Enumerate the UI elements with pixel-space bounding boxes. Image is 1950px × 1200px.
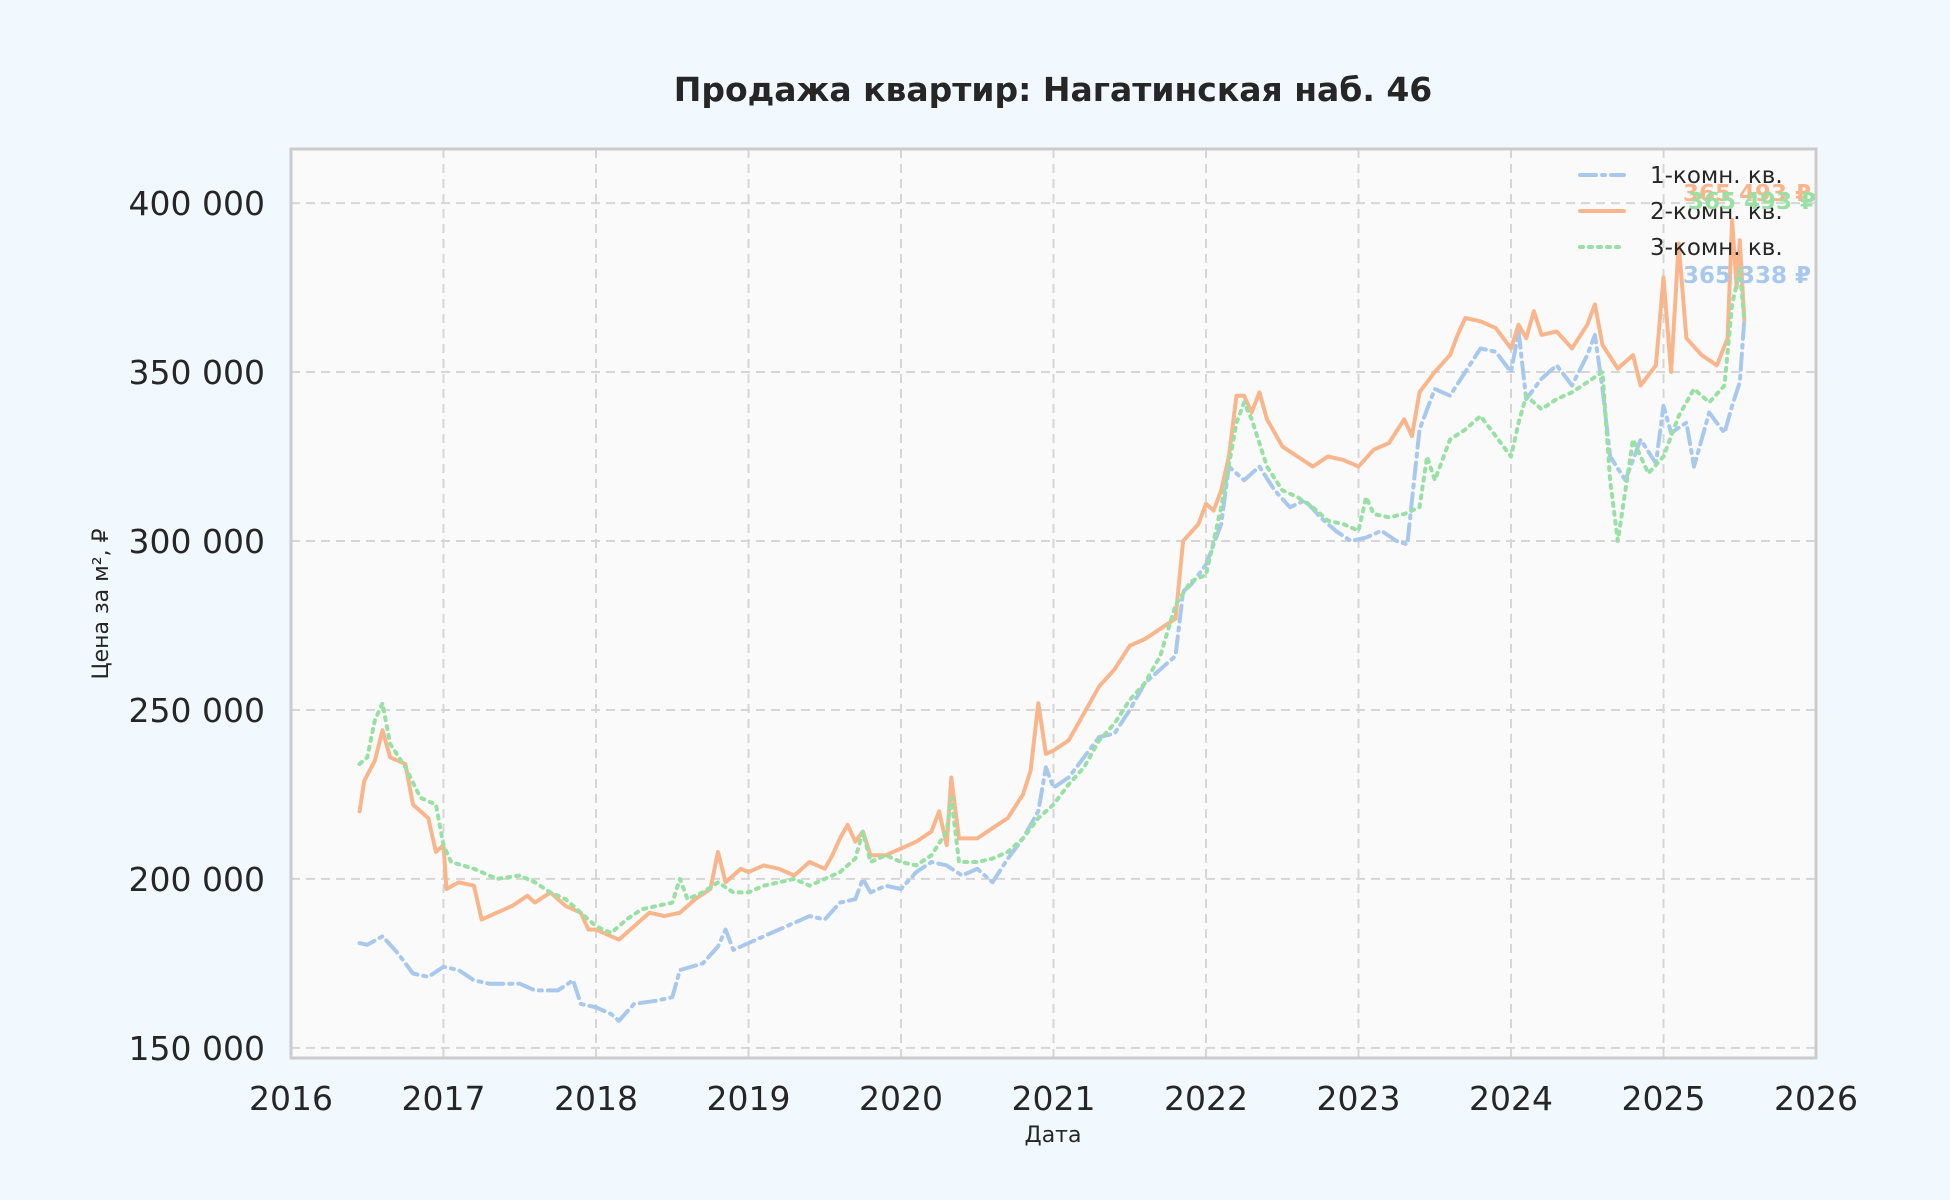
end-value-label: 365 493 ₽ — [1683, 181, 1811, 207]
legend: 1-комн. кв. 2-комн. кв. 3-комн. кв. — [1578, 163, 1783, 261]
y-axis-label: Цена за м², ₽ — [89, 528, 114, 679]
series-line-2 — [357, 218, 1747, 942]
x-tick-label: 2026 — [1774, 1079, 1858, 1118]
x-axis: 2016 2017 2018 2019 2020 2021 2022 2023 2024 2025… — [249, 1079, 1858, 1118]
y-tick-label: 300 000 — [129, 522, 265, 561]
end-value-label: 365 493 ₽ — [1688, 189, 1816, 215]
x-tick-label: 2025 — [1622, 1079, 1706, 1118]
plot-frame — [289, 147, 1818, 1060]
x-tick-label: 2023 — [1317, 1079, 1401, 1118]
x-tick-label: 2022 — [1164, 1079, 1248, 1118]
x-tick-label: 2016 — [249, 1079, 333, 1118]
legend-entry: 2-комн. кв. — [1650, 199, 1783, 225]
y-tick-label: 400 000 — [129, 184, 265, 223]
y-tick-label: 350 000 — [129, 353, 265, 392]
series-line-3 — [357, 268, 1747, 935]
series-line-1 — [357, 318, 1747, 1023]
series-layer — [357, 218, 1747, 1023]
x-tick-label: 2020 — [859, 1079, 943, 1118]
legend-entry: 3-комн. кв. — [1650, 235, 1783, 261]
y-tick-label: 250 000 — [129, 691, 265, 730]
x-tick-label: 2017 — [402, 1079, 486, 1118]
end-value-label: 365 338 ₽ — [1683, 263, 1811, 289]
x-tick-label: 2021 — [1012, 1079, 1096, 1118]
end-labels: 365 338 ₽ 365 493 ₽365 493 ₽ — [1683, 181, 1816, 289]
y-axis: 150 000 200 000 250 000 300 000 350 000 400 0… — [129, 184, 265, 1068]
x-tick-label: 2018 — [554, 1079, 638, 1118]
y-tick-label: 150 000 — [129, 1029, 265, 1068]
chart-title: Продажа квартир: Нагатинская наб. 46 — [674, 70, 1433, 109]
x-tick-label: 2024 — [1469, 1079, 1553, 1118]
y-tick-label: 200 000 — [129, 860, 265, 899]
x-tick-label: 2019 — [707, 1079, 791, 1118]
legend-entry: 1-комн. кв. — [1650, 163, 1783, 189]
x-axis-label: Дата — [1025, 1123, 1082, 1148]
